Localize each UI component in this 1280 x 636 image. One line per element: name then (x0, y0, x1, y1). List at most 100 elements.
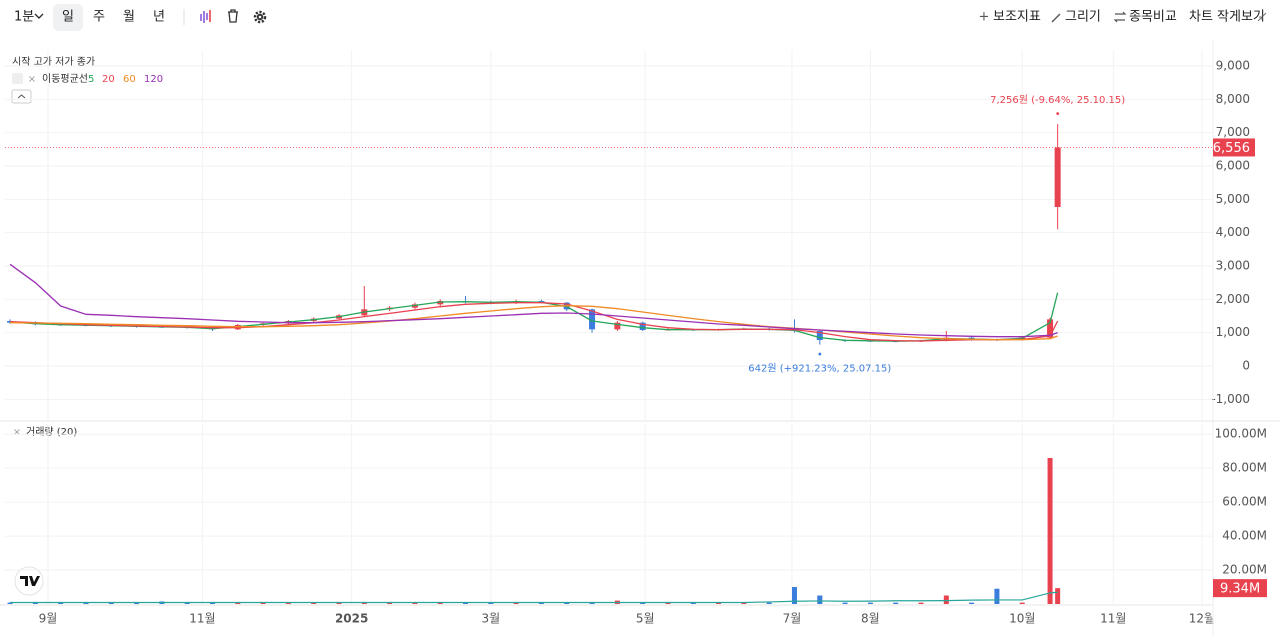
volume-bar (943, 595, 949, 604)
volume-bar (235, 602, 241, 604)
y-tick-label: 0 (1242, 359, 1250, 373)
selected-period-bg (53, 4, 83, 31)
compare-button[interactable]: 종목비교 (1129, 10, 1177, 25)
y-tick-label: 1,000 (1216, 325, 1250, 339)
candle-body (1047, 319, 1054, 338)
close-icon[interactable]: × (13, 427, 21, 438)
y-tick-label: 5,000 (1216, 192, 1250, 206)
draw-button[interactable]: 그리기 (1065, 10, 1101, 25)
volume-bar (437, 602, 443, 604)
logo (14, 566, 44, 596)
volume-bar (108, 602, 114, 604)
indicator-button[interactable]: 보조지표 (993, 10, 1041, 25)
legend: 시작 고가 저가 종가 × 이동평균선 × 거래량 (20) (11, 56, 95, 438)
period-day[interactable]: 일 (62, 10, 74, 25)
volume-bar (488, 602, 494, 604)
draw-icon (1051, 13, 1061, 23)
delete-icon[interactable] (228, 9, 238, 23)
ohlc-legend: 시작 고가 저가 종가 (12, 56, 95, 68)
y-tick-label: 4,000 (1216, 225, 1250, 239)
collapse-button[interactable] (11, 89, 32, 104)
compare-icon (1113, 11, 1127, 23)
interval-selector[interactable]: 1분 (14, 10, 34, 25)
candle-body (816, 331, 823, 340)
volume-bar (83, 602, 89, 604)
volume-bar (817, 595, 823, 604)
plus-icon: + (979, 10, 990, 25)
annotation: 642원 (+921.23%, 25.07.15) (748, 363, 891, 375)
volume-bar (716, 602, 722, 604)
volume-bar (918, 602, 924, 604)
eye-icon[interactable] (12, 73, 23, 84)
y-tick-label: 8,000 (1216, 92, 1250, 106)
volume-bar (387, 602, 393, 604)
volume-bar (564, 602, 570, 604)
close-icon[interactable]: × (28, 74, 36, 85)
ma-line (10, 305, 1058, 341)
chart-type-icon[interactable] (200, 10, 211, 23)
candle-body (411, 304, 418, 308)
current-price-tag (1213, 138, 1255, 157)
x-tick-label: 11월 (189, 612, 215, 626)
volume-bar (58, 602, 64, 604)
ma-legend-item: 5 (88, 74, 94, 85)
volume-bar (311, 602, 317, 604)
ma-legend-item: 60 (123, 74, 136, 85)
volume-bar (32, 602, 38, 604)
x-tick-label: 2025 (335, 612, 368, 626)
y-tick-label: 7,000 (1216, 125, 1250, 139)
period-year[interactable]: 년 (153, 10, 165, 25)
toolbar: 1분 일 주 월 년 + 보조지표 그리기 종목비교 차트 작게보기 (14, 4, 1267, 31)
period-week[interactable]: 주 (93, 10, 105, 25)
volume-bar (209, 602, 215, 604)
y-tick-label: 80.00M (1222, 461, 1267, 475)
y-tick-label: 100.00M (1215, 427, 1267, 441)
volume-bar (867, 602, 873, 604)
ma-line (10, 302, 1059, 342)
volume-bar (969, 602, 975, 604)
y-tick-label: -1,000 (1211, 392, 1250, 406)
candles (7, 124, 1061, 345)
ma-legend-item: 20 (102, 74, 115, 85)
volume-ma-line (10, 591, 1058, 604)
candle-body (614, 322, 621, 330)
volume-bar (589, 602, 595, 604)
volume-bar (893, 602, 899, 604)
volume-bar (513, 602, 519, 604)
current-price-label: 6,556 (1213, 141, 1250, 156)
volume-bar (665, 602, 671, 604)
marker: • (817, 350, 823, 361)
x-tick-label: 12월 (1189, 612, 1215, 626)
volume-tag-label: 9.34M (1220, 582, 1260, 597)
x-tick-label: 8월 (861, 612, 880, 626)
shrink-icon (1257, 12, 1267, 22)
period-month[interactable]: 월 (123, 10, 135, 25)
volume-tag (1213, 579, 1267, 598)
ma-legend-item: 120 (144, 74, 163, 85)
y-tick-label: 9,000 (1216, 59, 1250, 73)
volume-bar (184, 602, 190, 604)
y-tick-label: 60.00M (1222, 495, 1267, 509)
volume-bar (842, 602, 848, 604)
y-tick-label: 40.00M (1222, 529, 1267, 543)
collapse-chevron (17, 94, 26, 99)
volume-bar (690, 602, 696, 604)
chevron (34, 13, 44, 19)
y-tick-label: 6,000 (1216, 159, 1250, 173)
y-tick-label: 20.00M (1222, 563, 1267, 577)
settings-icon[interactable] (253, 10, 267, 24)
shrink-button[interactable]: 차트 작게보기 (1189, 10, 1265, 25)
volume-bar (1019, 602, 1025, 604)
volume-bar (538, 602, 544, 604)
x-tick-label: 11월 (1100, 612, 1126, 626)
volume-legend: 거래량 (20) (26, 426, 77, 438)
candle-body (1054, 147, 1061, 207)
x-tick-label: 9월 (39, 612, 58, 626)
volume-bar (994, 588, 1000, 604)
volume-bar (791, 587, 797, 604)
volume-bars (7, 457, 1061, 604)
ma-line (9, 263, 1058, 338)
volume-bar (463, 602, 469, 604)
candle-body (589, 309, 596, 330)
